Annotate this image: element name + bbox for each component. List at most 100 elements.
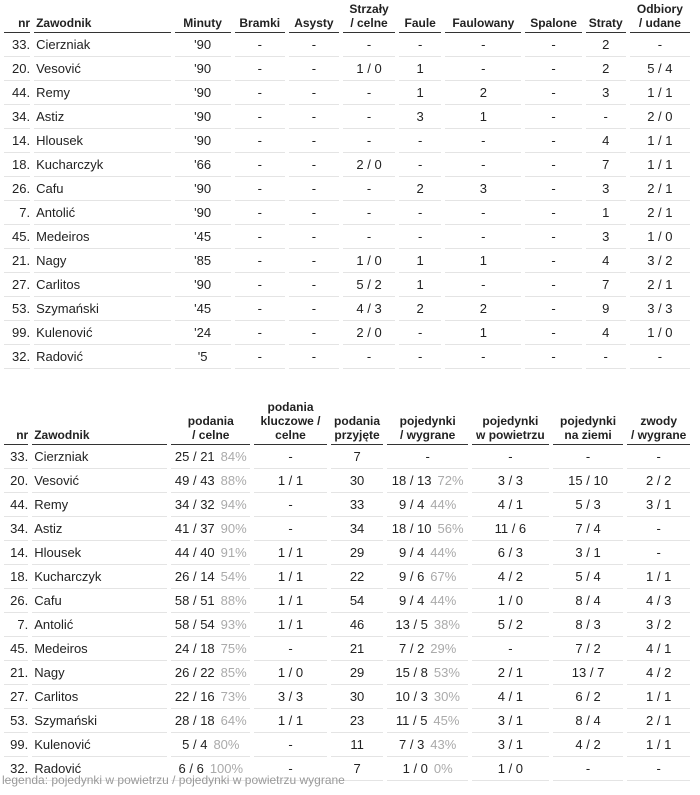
cell: 33. bbox=[4, 33, 31, 57]
row: 45. Medeiros '45- - - - - -3 1 / 0 bbox=[4, 225, 690, 249]
cell-percent: 88% bbox=[220, 473, 247, 488]
cell: 13 / 7 bbox=[552, 661, 624, 685]
header-line: / celne bbox=[192, 428, 230, 442]
cell-value: 11 / 5 bbox=[395, 713, 428, 728]
cell: 7 bbox=[330, 757, 384, 781]
cell: 4 / 1 bbox=[472, 493, 549, 517]
cell: Hlousek bbox=[34, 129, 171, 153]
cell-percent: 44% bbox=[430, 593, 457, 608]
cell: - bbox=[342, 81, 396, 105]
column-header: Bramki bbox=[234, 2, 285, 33]
cell: 28 / 18 64% bbox=[171, 709, 251, 733]
row: 20. Vesović 49 / 43 88% 1 / 1 30 18 / 13 72% 3 /… bbox=[4, 469, 690, 493]
cell: 32. bbox=[4, 345, 31, 369]
cell: 6 / 6 100% bbox=[171, 757, 251, 781]
cell: 44. bbox=[4, 81, 31, 105]
cell: 5 / 3 bbox=[552, 493, 624, 517]
row: 33. Cierzniak '90- - - - - -2- bbox=[4, 33, 690, 57]
cell: 3 / 3 bbox=[629, 297, 690, 321]
cell: Kulenović bbox=[34, 321, 171, 345]
row: 14. Hlousek '90- - - - - -4 1 / 1 bbox=[4, 129, 690, 153]
cell: 32. bbox=[4, 757, 29, 781]
cell-value: 9 / 4 bbox=[399, 497, 425, 512]
cell: '66 bbox=[174, 153, 231, 177]
cell: - bbox=[288, 273, 339, 297]
cell: - bbox=[288, 345, 339, 369]
header-line: kluczowe / bbox=[260, 414, 321, 428]
cell: 44. bbox=[4, 493, 29, 517]
cell: 26 / 14 54% bbox=[171, 565, 251, 589]
cell: 2 / 1 bbox=[629, 177, 690, 201]
cell-value: 1 / 0 bbox=[402, 761, 428, 776]
cell: 1 / 0 bbox=[342, 249, 396, 273]
header-line: / celne bbox=[350, 16, 388, 30]
cell: 7 bbox=[585, 273, 626, 297]
cell: - bbox=[552, 757, 624, 781]
cell: 13 / 5 38% bbox=[387, 613, 469, 637]
cell: 4 / 2 bbox=[552, 733, 624, 757]
cell: 34 bbox=[330, 517, 384, 541]
cell-value: 18 / 13 bbox=[391, 473, 432, 488]
cell: 1 / 1 bbox=[254, 613, 327, 637]
cell: '90 bbox=[174, 33, 231, 57]
cell: 34 / 32 94% bbox=[171, 493, 251, 517]
cell: '90 bbox=[174, 273, 231, 297]
cell: - bbox=[234, 345, 285, 369]
row: 26. Cafu '90- - -2 3-3 2 / 1 bbox=[4, 177, 690, 201]
cell-value: 7 / 3 bbox=[399, 737, 425, 752]
cell: - bbox=[627, 541, 690, 565]
cell: 14. bbox=[4, 129, 31, 153]
cell: Szymański bbox=[34, 297, 171, 321]
cell: Hlousek bbox=[32, 541, 168, 565]
cell: 2 / 2 bbox=[627, 469, 690, 493]
cell: Radović bbox=[34, 345, 171, 369]
cell-value: 34 / 32 bbox=[174, 497, 215, 512]
cell: - bbox=[525, 177, 582, 201]
header-line: zwody bbox=[640, 414, 678, 428]
cell: Medeiros bbox=[34, 225, 171, 249]
cell-percent: 100% bbox=[209, 761, 244, 776]
cell: - bbox=[445, 129, 522, 153]
cell: 3 / 1 bbox=[627, 493, 690, 517]
column-header: nr bbox=[4, 2, 31, 33]
row: 27. Carlitos 22 / 16 73% 3 / 3 30 10 / 3 30% 4 /… bbox=[4, 685, 690, 709]
cell: - bbox=[288, 321, 339, 345]
cell: 9 / 6 67% bbox=[387, 565, 469, 589]
cell: - bbox=[445, 57, 522, 81]
cell-percent: 75% bbox=[220, 641, 247, 656]
cell: 9 / 4 44% bbox=[387, 493, 469, 517]
cell-value: 26 / 14 bbox=[174, 569, 215, 584]
cell: 2 bbox=[585, 57, 626, 81]
cell: 7 bbox=[330, 445, 384, 469]
cell: 4 bbox=[585, 129, 626, 153]
cell: - bbox=[234, 297, 285, 321]
cell: 2 bbox=[399, 297, 442, 321]
cell: Kulenović bbox=[32, 733, 168, 757]
cell-value: 5 / 4 bbox=[182, 737, 208, 752]
cell: Medeiros bbox=[32, 637, 168, 661]
cell: 2 / 0 bbox=[342, 153, 396, 177]
cell: 2 / 1 bbox=[627, 709, 690, 733]
cell: 1 / 1 bbox=[254, 589, 327, 613]
cell: - bbox=[585, 345, 626, 369]
cell-percent: 56% bbox=[437, 521, 464, 536]
cell: - bbox=[234, 201, 285, 225]
cell: 4 / 3 bbox=[342, 297, 396, 321]
cell: - bbox=[288, 225, 339, 249]
cell: - bbox=[254, 733, 327, 757]
cell: 1 bbox=[399, 273, 442, 297]
column-header: pojedynki na ziemi bbox=[552, 400, 624, 445]
cell: Kucharczyk bbox=[32, 565, 168, 589]
row: 7. Antolić '90- - - - - -1 2 / 1 bbox=[4, 201, 690, 225]
cell: Nagy bbox=[34, 249, 171, 273]
cell: - bbox=[288, 129, 339, 153]
cell: 22 / 16 73% bbox=[171, 685, 251, 709]
cell: 2 / 1 bbox=[629, 201, 690, 225]
cell-percent: 72% bbox=[437, 473, 464, 488]
cell: - bbox=[525, 129, 582, 153]
cell: '24 bbox=[174, 321, 231, 345]
header-line: na ziemi bbox=[564, 428, 612, 442]
cell: 1 bbox=[585, 201, 626, 225]
